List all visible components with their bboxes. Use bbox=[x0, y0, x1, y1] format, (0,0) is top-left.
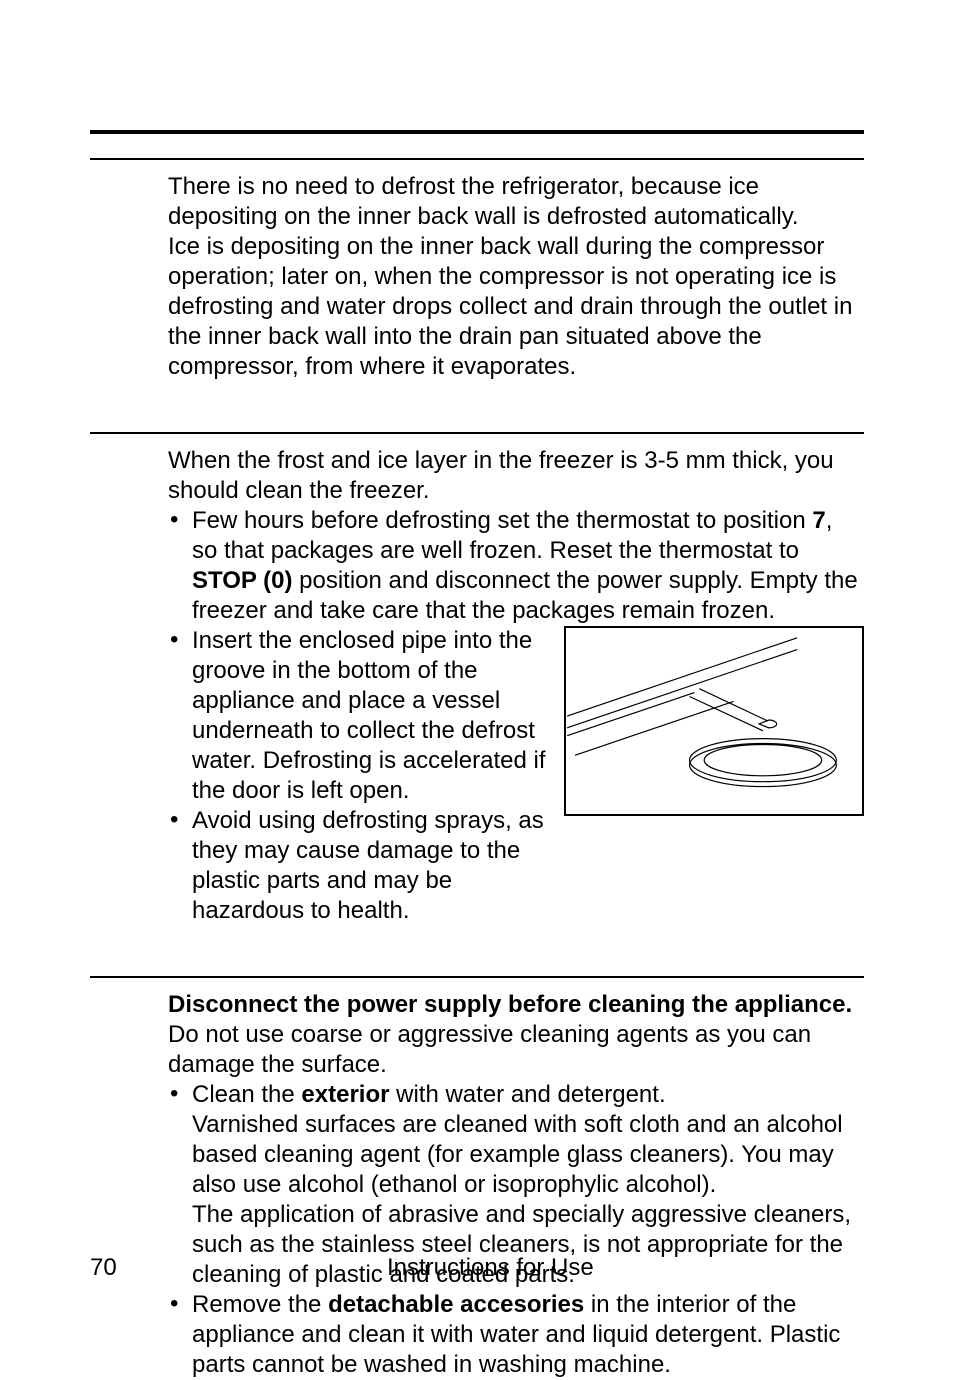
defrost-diagram bbox=[564, 626, 864, 816]
text: with water and detergent. bbox=[389, 1081, 665, 1108]
list-item: Avoid using defrosting sprays, as they m… bbox=[168, 806, 550, 926]
list-item: Few hours before defrosting set the ther… bbox=[168, 506, 864, 626]
page-number: 70 bbox=[90, 1254, 117, 1282]
paragraph: Ice is depositing on the inner back wall… bbox=[168, 232, 864, 382]
text: Few hours before defrosting set the ther… bbox=[192, 507, 812, 534]
section-rule bbox=[90, 432, 864, 434]
bullet-list: Clean the exterior with water and deterg… bbox=[168, 1080, 864, 1380]
paragraph: There is no need to defrost the refriger… bbox=[168, 172, 864, 232]
text: position and disconnect the power supply… bbox=[192, 567, 858, 624]
text-image-row: Insert the enclosed pipe into the groove… bbox=[168, 626, 864, 926]
section-rule bbox=[90, 976, 864, 978]
footer-title: Instructions for Use bbox=[117, 1254, 864, 1282]
section-body: There is no need to defrost the refriger… bbox=[90, 172, 864, 382]
page-footer: 70 Instructions for Use bbox=[0, 1254, 954, 1282]
list-item: Remove the detachable accesories in the … bbox=[168, 1290, 864, 1380]
list-item: Insert the enclosed pipe into the groove… bbox=[168, 626, 550, 806]
bold-text: STOP (0) bbox=[192, 567, 292, 594]
bullet-list: Few hours before defrosting set the ther… bbox=[168, 506, 864, 626]
page-content: There is no need to defrost the refriger… bbox=[0, 0, 954, 1380]
bold-text: 7 bbox=[812, 507, 825, 534]
text-column: Insert the enclosed pipe into the groove… bbox=[168, 626, 550, 926]
paragraph: Varnished surfaces are cleaned with soft… bbox=[192, 1110, 864, 1200]
section-freezer-defrost: When the frost and ice layer in the free… bbox=[90, 432, 864, 926]
section-body: When the frost and ice layer in the free… bbox=[90, 446, 864, 926]
text: Remove the bbox=[192, 1291, 328, 1318]
section-body: Disconnect the power supply before clean… bbox=[90, 990, 864, 1380]
diagram-svg bbox=[566, 628, 862, 814]
section-auto-defrost: There is no need to defrost the refriger… bbox=[90, 158, 864, 382]
text: Clean the bbox=[192, 1081, 301, 1108]
top-rule bbox=[90, 130, 864, 134]
heading: Disconnect the power supply before clean… bbox=[168, 990, 864, 1020]
bold-text: exterior bbox=[301, 1081, 389, 1108]
bullet-list: Insert the enclosed pipe into the groove… bbox=[168, 626, 550, 926]
section-cleaning: Disconnect the power supply before clean… bbox=[90, 976, 864, 1380]
paragraph: When the frost and ice layer in the free… bbox=[168, 446, 864, 506]
section-rule bbox=[90, 158, 864, 160]
bold-text: detachable accesories bbox=[328, 1291, 584, 1318]
paragraph: Do not use coarse or aggressive cleaning… bbox=[168, 1020, 864, 1080]
